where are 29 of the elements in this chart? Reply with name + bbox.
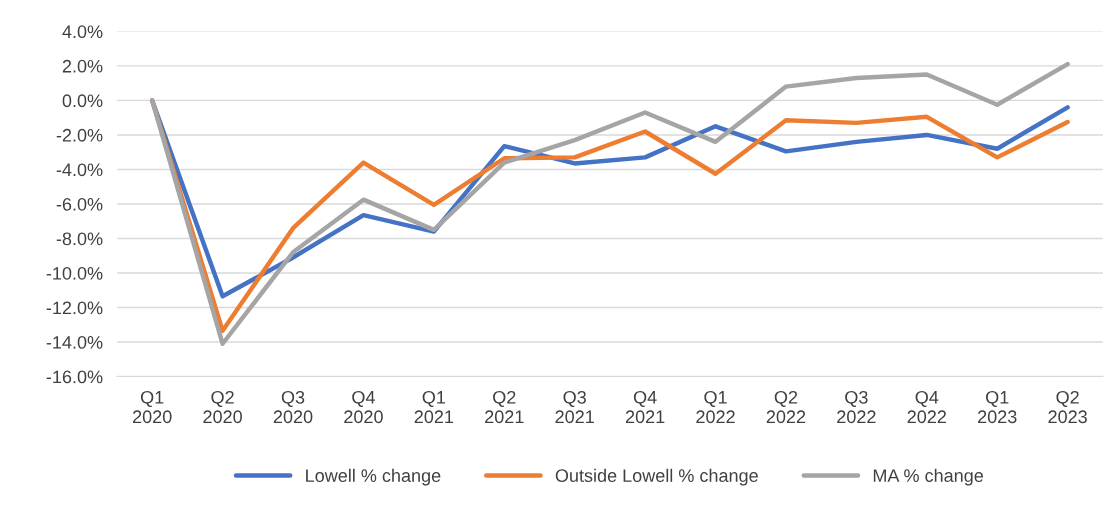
- x-tick-label: Q1 2023: [978, 390, 1017, 424]
- y-tick-label: 0.0%: [62, 94, 103, 108]
- x-tick-label: Q1 2021: [414, 390, 454, 424]
- y-tick-label: 4.0%: [62, 25, 103, 39]
- y-tick-label: -10.0%: [46, 266, 103, 280]
- x-tick-label: Q2 2021: [485, 390, 524, 424]
- x-tick-label: Q1 2022: [696, 390, 735, 424]
- x-tick-label: Q3 2020: [273, 390, 313, 424]
- x-tick-label: Q2 2023: [1048, 390, 1087, 424]
- x-tick-label: Q4 2021: [625, 390, 665, 424]
- y-tick-label: -12.0%: [46, 301, 103, 315]
- y-tick-label: -8.0%: [56, 232, 103, 246]
- y-tick-label: -16.0%: [46, 370, 103, 384]
- x-tick-label: Q4 2022: [907, 390, 946, 424]
- y-tick-label: -2.0%: [56, 128, 103, 142]
- legend-label: Outside Lowell % change: [555, 468, 758, 486]
- y-tick-label: 2.0%: [62, 59, 103, 73]
- x-tick-label: Q2 2020: [203, 390, 242, 424]
- x-tick-label: Q3 2021: [555, 390, 594, 424]
- y-tick-label: -4.0%: [56, 163, 103, 177]
- x-tick-label: Q1 2020: [133, 390, 172, 424]
- legend-label: Lowell % change: [306, 468, 441, 486]
- x-tick-label: Q2 2022: [766, 390, 806, 424]
- legend-label: MA % change: [873, 468, 983, 486]
- x-tick-label: Q4 2020: [344, 390, 383, 424]
- y-tick-label: -6.0%: [56, 197, 103, 211]
- line-series: [149, 61, 1070, 346]
- x-tick-label: Q3 2022: [837, 390, 876, 424]
- y-tick-label: -14.0%: [46, 335, 103, 349]
